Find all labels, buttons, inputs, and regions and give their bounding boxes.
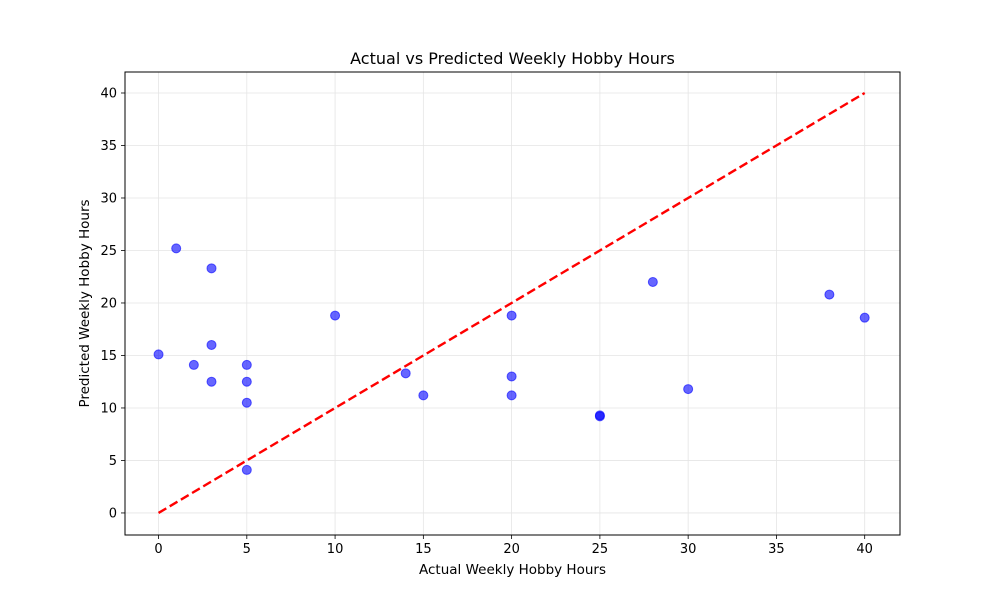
y-tick-label: 35 — [100, 139, 117, 154]
data-point — [206, 376, 217, 387]
data-points — [153, 243, 870, 475]
y-tick-label: 20 — [100, 296, 117, 311]
y-tick-label: 10 — [100, 401, 117, 416]
plot-frame — [124, 71, 901, 536]
data-point — [241, 359, 252, 370]
data-point — [206, 263, 217, 274]
data-point — [153, 349, 164, 360]
x-tick-label: 25 — [592, 542, 609, 557]
chart-title: Actual vs Predicted Weekly Hobby Hours — [350, 49, 675, 68]
y-tick-label: 30 — [100, 191, 117, 206]
data-point — [506, 390, 517, 401]
data-point — [506, 371, 517, 382]
y-tick-label: 15 — [100, 349, 117, 364]
data-point — [859, 312, 870, 323]
data-point — [683, 384, 694, 395]
y-tick-label: 40 — [100, 86, 117, 101]
data-point — [400, 368, 411, 379]
x-tick-label: 30 — [680, 542, 697, 557]
data-point — [594, 411, 605, 422]
data-point — [418, 390, 429, 401]
reference-line — [157, 91, 866, 514]
x-tick-label: 10 — [327, 542, 344, 557]
data-point — [241, 376, 252, 387]
x-axis-ticks: 0 5 10 15 20 25 30 35 40 — [154, 535, 873, 557]
data-point — [647, 276, 658, 287]
y-tick-label: 5 — [109, 454, 117, 469]
y-axis-ticks: 0 5 10 15 20 25 30 35 40 — [100, 86, 125, 521]
x-tick-label: 40 — [856, 542, 873, 557]
x-tick-label: 35 — [768, 542, 785, 557]
x-tick-label: 5 — [243, 542, 251, 557]
y-axis-label: Predicted Weekly Hobby Hours — [77, 199, 93, 407]
data-point — [506, 310, 517, 321]
x-tick-label: 15 — [415, 542, 432, 557]
reference-line-group — [157, 91, 866, 514]
data-point — [188, 359, 199, 370]
y-tick-label: 0 — [109, 506, 117, 521]
data-point — [241, 464, 252, 475]
x-axis-label: Actual Weekly Hobby Hours — [419, 562, 606, 578]
data-point — [330, 310, 341, 321]
data-point — [171, 243, 182, 254]
data-point — [241, 397, 252, 408]
y-tick-label: 25 — [100, 244, 117, 259]
data-point — [206, 339, 217, 350]
x-tick-label: 0 — [154, 542, 162, 557]
data-point — [824, 289, 835, 300]
x-tick-label: 20 — [503, 542, 520, 557]
